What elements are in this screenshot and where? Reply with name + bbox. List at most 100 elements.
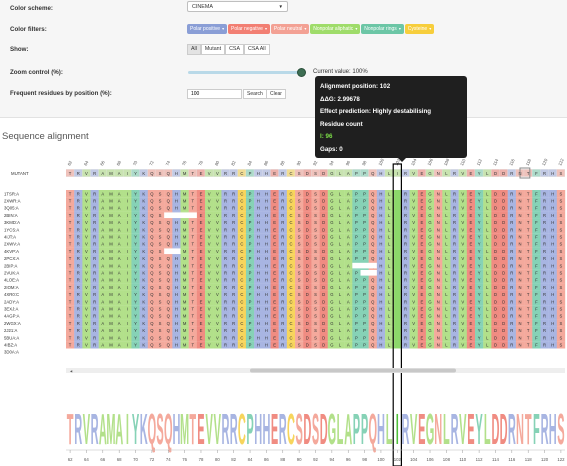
residue-letter: D xyxy=(494,335,497,340)
residue-cell xyxy=(155,341,165,349)
zoom-slider-handle[interactable] xyxy=(297,68,306,77)
residue-letter: R xyxy=(453,335,456,340)
frequent-residues-input[interactable] xyxy=(187,89,242,99)
residue-letter: D xyxy=(502,191,505,196)
residue-letter: A xyxy=(347,285,350,290)
residue-letter: T xyxy=(192,199,195,204)
residue-letter: R xyxy=(93,235,96,240)
residue-letter: L xyxy=(445,220,448,225)
residue-letter: P xyxy=(363,256,366,261)
residue-cell xyxy=(319,226,328,234)
residue-letter: V xyxy=(461,191,464,196)
zoom-slider-track[interactable] xyxy=(188,71,302,74)
residue-cell xyxy=(229,312,238,320)
scroll-left-icon[interactable]: ◂ xyxy=(70,369,72,374)
horizontal-scrollbar-thumb[interactable] xyxy=(250,368,456,373)
residue-cell xyxy=(188,190,198,198)
residue-letter: A xyxy=(118,285,121,290)
residue-letter: E xyxy=(273,206,276,211)
residue-cell xyxy=(180,190,189,198)
residue-cell xyxy=(524,233,533,241)
residue-letter: V xyxy=(412,191,415,196)
residue-letter: D xyxy=(306,285,309,290)
residue-letter: H xyxy=(175,191,178,196)
residue-cell xyxy=(98,247,108,255)
residue-letter: D xyxy=(322,263,325,268)
residue-cell xyxy=(376,197,386,205)
filter-button[interactable]: Polar negative ▾ xyxy=(227,24,270,34)
residue-cell xyxy=(368,211,378,219)
residue-letter: S xyxy=(560,199,563,204)
show-option-button[interactable]: CSA xyxy=(225,44,244,55)
residue-letter: L xyxy=(339,213,342,218)
residue-letter: R xyxy=(224,249,227,254)
residue-letter: D xyxy=(322,285,325,290)
residue-letter: F xyxy=(535,343,538,348)
residue-letter: T xyxy=(527,199,530,204)
residue-letter: G xyxy=(330,191,333,196)
residue-cell xyxy=(303,305,312,313)
sequence-name: 3KMD:A xyxy=(4,220,20,225)
filter-button[interactable]: Nonpolar rings ▾ xyxy=(361,24,404,34)
residue-cell xyxy=(335,298,345,306)
show-option-button[interactable]: All xyxy=(187,44,201,55)
residue-letter: E xyxy=(420,242,423,247)
residue-cell xyxy=(172,290,181,299)
residue-letter: S xyxy=(159,278,162,283)
residue-cell xyxy=(131,341,140,349)
residue-cell xyxy=(123,341,132,349)
residue-letter: C xyxy=(289,249,292,254)
residue-cell xyxy=(434,262,443,270)
position-tick-bottom: 66 xyxy=(100,457,105,462)
residue-cell xyxy=(548,233,558,241)
filter-button[interactable]: Nonpolar aliphatic ▾ xyxy=(310,24,361,34)
residue-cell xyxy=(196,326,206,335)
filter-button[interactable]: Cysteine ▾ xyxy=(404,24,435,34)
search-button[interactable]: Search xyxy=(243,89,267,99)
residue-cell xyxy=(417,276,427,284)
filter-button[interactable]: Polar neutral ▾ xyxy=(270,24,310,34)
residue-cell xyxy=(155,197,165,205)
clear-button[interactable]: Clear xyxy=(266,89,286,99)
filter-button[interactable]: Polar positive ▾ xyxy=(187,24,227,34)
mutant-residue-letter: R xyxy=(77,171,80,176)
residue-cell xyxy=(66,276,75,284)
residue-letter: L xyxy=(339,199,342,204)
show-option-button[interactable]: Mutant xyxy=(200,44,226,55)
residue-letter: L xyxy=(486,271,489,276)
residue-letter: R xyxy=(224,335,227,340)
residue-letter: E xyxy=(420,285,423,290)
residue-cell xyxy=(66,290,75,299)
residue-cell xyxy=(254,211,263,219)
residue-cell xyxy=(311,211,320,219)
residue-letter: P xyxy=(249,285,252,290)
logo-letter: L xyxy=(337,404,344,453)
residue-cell xyxy=(278,341,288,349)
residue-cell xyxy=(376,269,386,277)
logo-letter: D xyxy=(500,404,508,453)
residue-letter: A xyxy=(101,278,104,283)
residue-letter: M xyxy=(183,307,187,312)
sequence-alignment-viewer[interactable]: 62 64 66 68 70 72 74 76 78 80 82 84 86 88 90 92 94 96 98 10… xyxy=(0,148,567,466)
show-option-button[interactable]: CSA All xyxy=(244,44,270,55)
residue-letter: R xyxy=(232,249,235,254)
residue-letter: Y xyxy=(134,292,137,297)
residue-letter: P xyxy=(249,213,252,218)
position-tick-top: 122 xyxy=(557,157,565,166)
residue-cell xyxy=(286,319,296,327)
residue-letter: L xyxy=(339,278,342,283)
mutant-residue-cell xyxy=(286,169,295,177)
residue-letter: V xyxy=(208,220,211,225)
residue-cell xyxy=(532,197,541,205)
residue-cell xyxy=(98,218,108,227)
color-scheme-select[interactable]: CINEMA ▼ xyxy=(187,1,288,12)
residue-cell xyxy=(360,298,369,306)
residue-letter: Q xyxy=(150,271,154,276)
residue-cell xyxy=(311,204,320,212)
residue-cell xyxy=(213,290,222,299)
residue-cell xyxy=(66,319,75,327)
residue-letter: R xyxy=(77,191,80,196)
position-tick-top: 108 xyxy=(443,157,451,166)
residue-cell xyxy=(458,290,468,299)
residue-letter: E xyxy=(420,335,423,340)
